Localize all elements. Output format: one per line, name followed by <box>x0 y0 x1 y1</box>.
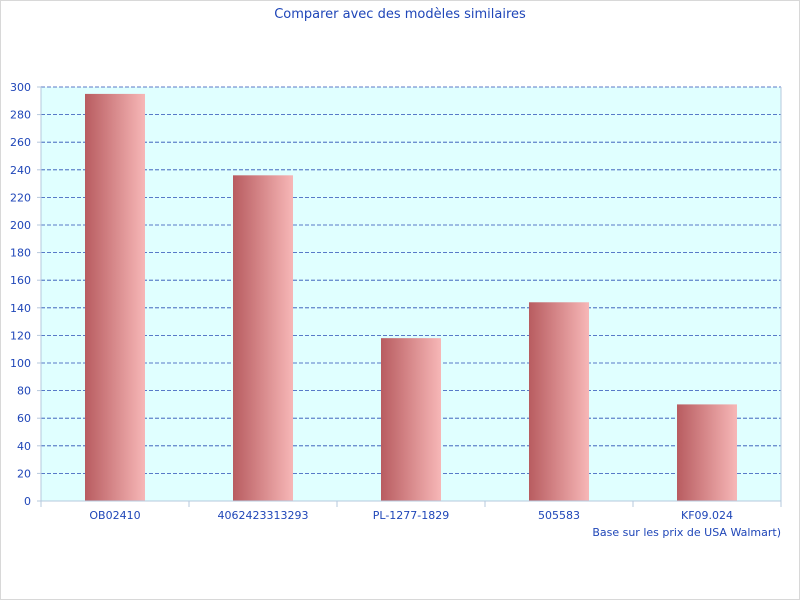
chart-title: Comparer avec des modèles similaires <box>274 7 526 22</box>
y-axis-ticks: 0 20 40 60 80 100 120 140 160 180 200 220 240 260 280 3… <box>10 81 41 508</box>
bar-4062423313293 <box>233 175 293 501</box>
x-tick-label: OB02410 <box>89 509 140 522</box>
y-tick-label: 100 <box>10 357 31 370</box>
y-tick-label: 180 <box>10 247 31 260</box>
y-tick-label: 80 <box>17 385 31 398</box>
x-tick-label: KF09.024 <box>681 509 733 522</box>
y-tick-label: 40 <box>17 440 31 453</box>
bars <box>85 93 737 502</box>
y-tick-label: 280 <box>10 109 31 122</box>
x-tick-label: PL-1277-1829 <box>373 509 450 522</box>
y-tick-label: 300 <box>10 81 31 94</box>
y-tick-label: 60 <box>17 412 31 425</box>
y-tick-label: 120 <box>10 329 31 342</box>
y-tick-label: 0 <box>24 495 31 508</box>
y-tick-label: 240 <box>10 164 31 177</box>
x-axis-ticks: OB02410 4062423313293 PL-1277-1829 505583 KF… <box>40 501 782 522</box>
bar-PL-1277-1829 <box>381 338 441 501</box>
y-tick-label: 260 <box>10 136 31 149</box>
source-note: Base sur les prix de USA Walmart) <box>592 526 781 539</box>
x-tick-label: 505583 <box>538 509 580 522</box>
y-tick-label: 20 <box>17 467 31 480</box>
y-tick-label: 160 <box>10 274 31 287</box>
bar-505583 <box>529 302 589 501</box>
x-tick-label: 4062423313293 <box>218 509 309 522</box>
axes <box>40 87 782 507</box>
bar-OB02410 <box>85 93 145 502</box>
bar-KF09.024 <box>677 404 737 501</box>
y-tick-label: 220 <box>10 191 31 204</box>
y-tick-label: 200 <box>10 219 31 232</box>
y-tick-label: 140 <box>10 302 31 315</box>
